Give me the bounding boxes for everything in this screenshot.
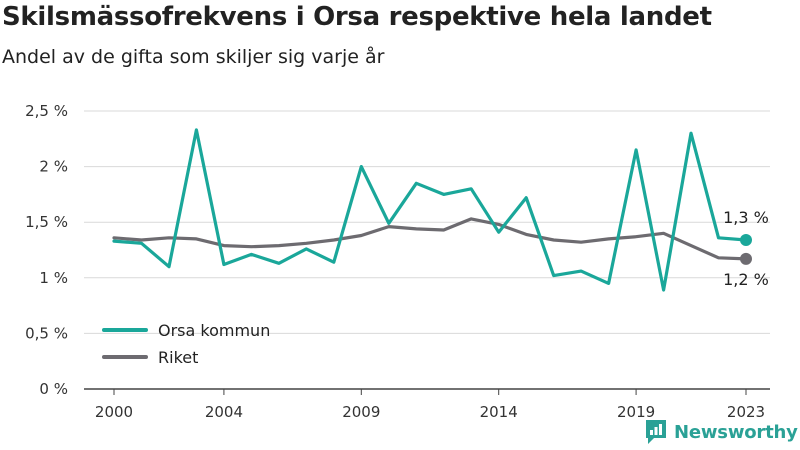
- series-line-orsa-kommun: [112, 128, 748, 292]
- chart-title: Skilsmässofrekvens i Orsa respektive hel…: [2, 2, 712, 32]
- y-tick-label: 1,5 %: [25, 213, 68, 231]
- end-point-riket: [740, 252, 752, 265]
- y-tick-label: 2,5 %: [25, 102, 68, 120]
- x-tick-label: 2014: [480, 403, 518, 421]
- end-label-orsa-kommun: 1,3 %: [723, 208, 769, 227]
- end-label-riket: 1,2 %: [723, 270, 769, 289]
- newsworthy-logo: Newsworthy: [644, 419, 798, 445]
- legend-label-orsa-kommun: Orsa kommun: [158, 321, 270, 340]
- end-point-orsa-kommun: [740, 233, 752, 246]
- y-tick-label: 1 %: [39, 269, 68, 287]
- newsworthy-logo-text: Newsworthy: [674, 421, 798, 443]
- x-tick-label: 2023: [727, 403, 765, 421]
- x-tick-label: 2019: [617, 403, 655, 421]
- chart-subtitle: Andel av de gifta som skiljer sig varje …: [2, 46, 385, 68]
- legend-label-riket: Riket: [158, 348, 198, 367]
- y-tick-label: 0,5 %: [25, 324, 68, 342]
- x-tick-label: 2000: [95, 403, 133, 421]
- x-tick-label: 2009: [342, 403, 380, 421]
- y-tick-label: 2 %: [39, 158, 68, 176]
- y-tick-label: 0 %: [39, 380, 68, 398]
- x-tick-label: 2004: [205, 403, 243, 421]
- newsworthy-logo-icon: [646, 420, 666, 444]
